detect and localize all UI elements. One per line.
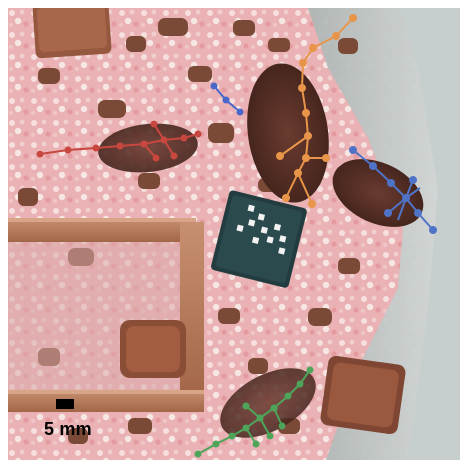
red-skeleton-track [36, 120, 202, 162]
blue-skeleton-track [349, 146, 437, 234]
scale-bar [56, 399, 74, 409]
arena-background [8, 8, 460, 460]
pose-overlay [36, 14, 437, 458]
scale-bar-label: 5 mm [44, 419, 92, 439]
orange-skeleton-track [276, 14, 357, 208]
arena-photo: 5 mm [8, 8, 460, 460]
blue-small-skeleton-track [210, 82, 244, 116]
green-skeleton-track [194, 366, 314, 458]
